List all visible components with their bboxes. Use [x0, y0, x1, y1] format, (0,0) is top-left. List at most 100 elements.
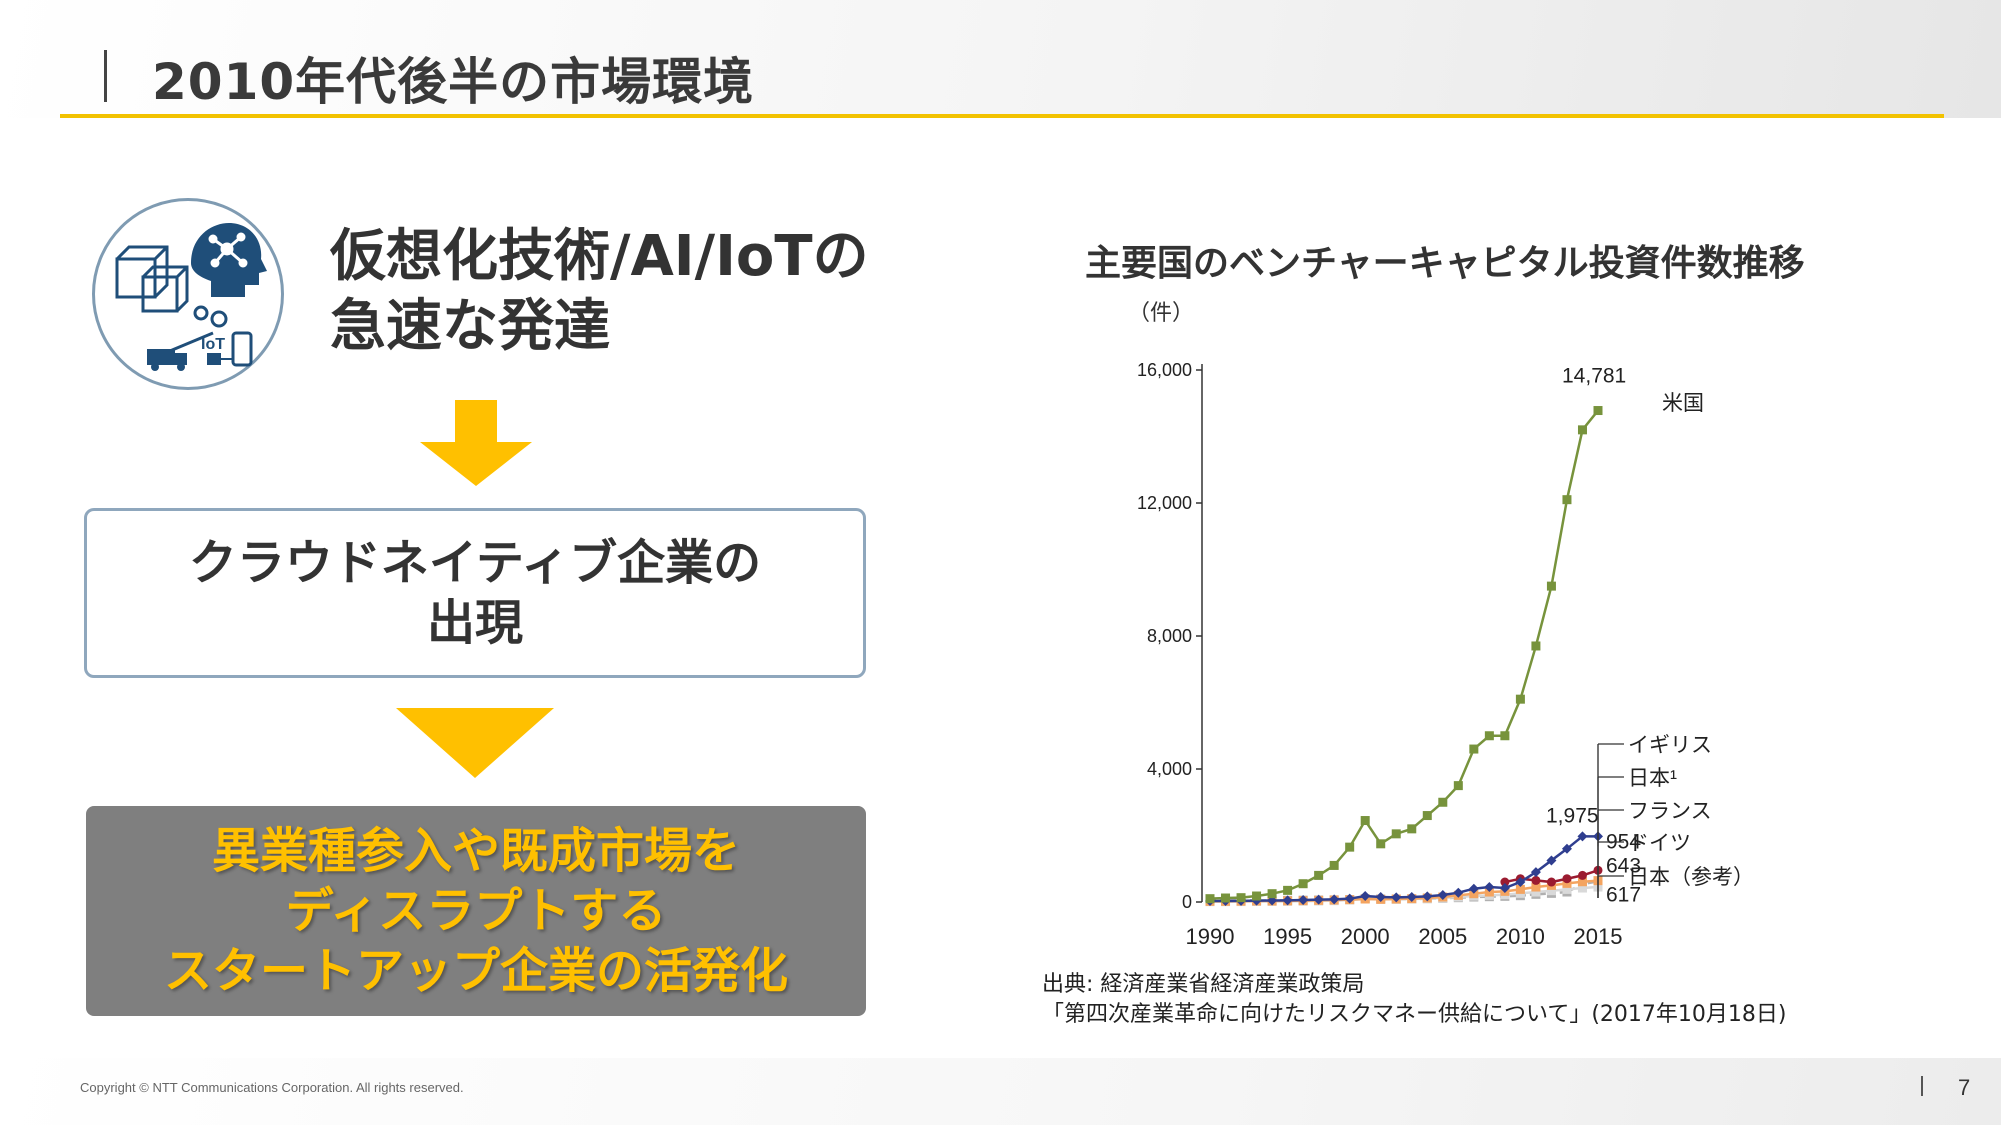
startup-line3: スタートアップ企業の活発化: [163, 943, 788, 999]
cloud-native-line1: クラウドネイティブ企業の: [188, 535, 762, 591]
data-point: [1329, 894, 1340, 905]
data-point: [1577, 877, 1587, 887]
x-tick-label: 2005: [1418, 924, 1467, 949]
data-point: [1515, 884, 1525, 894]
data-point: [1391, 892, 1402, 903]
data-point: [1515, 694, 1525, 704]
data-label: 14,781: [1562, 365, 1626, 388]
data-point: [1406, 892, 1417, 903]
data-point: [1577, 883, 1587, 893]
data-point: [1577, 831, 1588, 842]
y-tick-label: 16,000: [1137, 360, 1192, 380]
page-number-divider: [1921, 1076, 1923, 1096]
data-point: [1360, 891, 1371, 902]
data-point: [1236, 893, 1246, 903]
data-point: [1546, 855, 1557, 866]
y-tick-label: 12,000: [1137, 493, 1192, 513]
data-label: 617: [1606, 883, 1641, 906]
title-accent-bar: [104, 50, 107, 102]
data-point: [1562, 495, 1572, 505]
source-note: 出典: 経済産業省経済産業政策局 「第四次産業革命に向けたリスクマネー供給につい…: [1042, 970, 1787, 1030]
copyright: Copyright © NTT Communications Corporati…: [80, 1080, 464, 1095]
y-axis-label: （件）: [1128, 300, 1194, 325]
tech-heading: 仮想化技術/AI/IoTの 急速な発達: [330, 222, 869, 362]
legend-label: フランス: [1628, 800, 1712, 823]
data-point: [1468, 883, 1479, 894]
chart-title: 主要国のベンチャーキャピタル投資件数推移: [1085, 243, 1805, 284]
data-point: [1205, 894, 1215, 904]
data-point: [1313, 894, 1324, 905]
data-point: [1453, 781, 1463, 791]
data-point: [1298, 879, 1308, 889]
x-tick-label: 2015: [1574, 924, 1623, 949]
data-point: [1484, 731, 1494, 741]
data-point: [1531, 641, 1541, 651]
virtualization-ai-iot-icon: IoT: [115, 223, 267, 371]
header-band: [0, 0, 2001, 118]
data-point: [1530, 867, 1541, 878]
down-arrow-2: [396, 708, 554, 778]
data-point: [1375, 892, 1386, 903]
data-label: 643: [1606, 855, 1641, 878]
data-point: [1282, 895, 1293, 906]
data-point: [1546, 886, 1556, 896]
data-point: [1500, 731, 1510, 741]
data-point: [1531, 887, 1541, 897]
data-point: [1562, 874, 1572, 884]
y-tick-label: 4,000: [1147, 759, 1192, 779]
tech-icon-circle: IoT: [92, 198, 284, 390]
legend-label: 日本（参考）: [1628, 866, 1754, 889]
legend-label-usa: 米国: [1662, 392, 1704, 415]
series-usa: [1205, 406, 1603, 904]
source-line1: 出典: 経済産業省経済産業政策局: [1042, 972, 1365, 997]
iot-badge: IoT: [201, 336, 225, 353]
startup-box: 異業種参入や既成市場を ディスラプトする スタートアップ企業の活発化: [86, 806, 866, 1016]
source-line2: 「第四次産業革命に向けたリスクマネー供給について」(2017年10月18日): [1042, 1002, 1787, 1027]
vc-investment-chart: （件） 0 4,000 8,000 12,000 16,000 1990 1995 2000 2…: [1128, 300, 1754, 949]
data-point: [1314, 870, 1324, 880]
data-point: [1298, 895, 1309, 906]
legend-label: ドイツ: [1628, 832, 1691, 855]
data-point: [1345, 842, 1355, 852]
data-point: [1531, 882, 1541, 892]
footer-band: [0, 1058, 2001, 1125]
page-title: 2010年代後半の市場環境: [152, 53, 755, 111]
data-point: [1344, 893, 1355, 904]
x-tick-label: 2010: [1496, 924, 1545, 949]
data-point: [1531, 875, 1541, 885]
data-point: [1391, 829, 1401, 839]
data-point: [1422, 811, 1432, 821]
series-line-usa: [1209, 409, 1599, 900]
data-point: [1453, 887, 1464, 898]
data-point: [1407, 824, 1417, 834]
title-underline: [60, 114, 1944, 118]
data-point: [1593, 406, 1603, 416]
startup-line2: ディスラプトする: [285, 883, 667, 939]
x-tick-label: 1995: [1263, 924, 1312, 949]
tech-heading-line1: 仮想化技術/AI/IoTの: [330, 224, 869, 289]
data-point: [1221, 893, 1231, 903]
legend-label: イギリス: [1628, 734, 1712, 757]
data-point: [1283, 885, 1293, 895]
data-point: [1546, 581, 1556, 591]
data-point: [1438, 797, 1448, 807]
tech-heading-line2: 急速な発達: [330, 294, 610, 359]
x-tick-label: 1990: [1186, 924, 1235, 949]
data-point: [1376, 839, 1386, 849]
y-tick-label: 8,000: [1147, 626, 1192, 646]
data-label: 1,975: [1546, 804, 1599, 827]
data-point: [1515, 877, 1526, 888]
legend-label: 日本¹: [1628, 767, 1677, 790]
data-point: [1546, 877, 1556, 887]
data-point: [1422, 891, 1433, 902]
data-point: [1577, 870, 1587, 880]
data-point: [1329, 860, 1339, 870]
data-point: [1469, 744, 1479, 754]
cloud-native-box: クラウドネイティブ企業の 出現: [84, 508, 866, 678]
data-point: [1562, 878, 1572, 888]
data-point: [1360, 816, 1370, 826]
data-point: [1267, 889, 1277, 899]
data-point: [1252, 891, 1262, 901]
data-point: [1500, 877, 1510, 887]
data-point: [1499, 883, 1510, 894]
